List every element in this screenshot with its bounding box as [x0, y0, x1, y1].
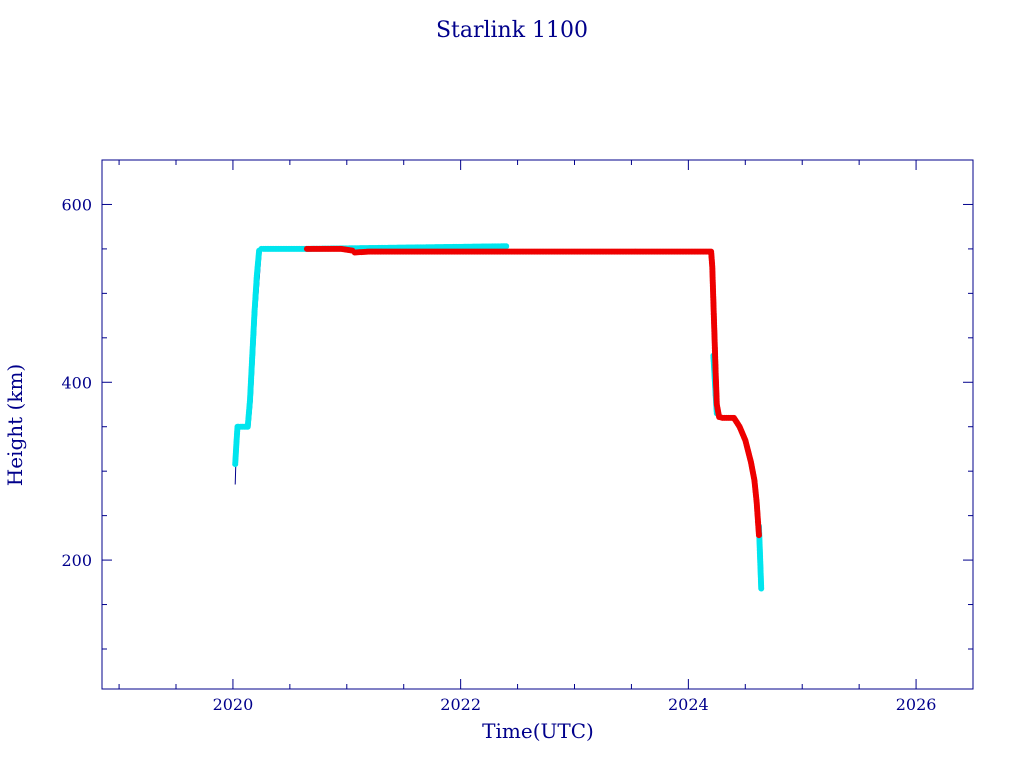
- cyan-point: [758, 585, 765, 592]
- x-tick-label: 2022: [440, 695, 481, 714]
- red-point: [755, 532, 762, 539]
- x-tick-label: 2026: [896, 695, 937, 714]
- y-tick-labels: 200 400 600: [61, 195, 92, 570]
- x-tick-label: 2024: [668, 695, 709, 714]
- orbit-height-track: [234, 248, 762, 589]
- red-series: [303, 245, 762, 539]
- x-tick-label: 2020: [213, 695, 254, 714]
- cyan-series: [232, 243, 765, 592]
- axis-ticks: [102, 159, 974, 689]
- x-tick-labels: 2020 2022 2024 2026: [213, 695, 937, 714]
- series-layer: [232, 243, 765, 592]
- cyan-point: [503, 243, 510, 250]
- y-tick-label: 200: [61, 551, 92, 570]
- y-tick-label: 400: [61, 373, 92, 392]
- y-axis-label: Height (km): [3, 364, 27, 486]
- plot-frame: [101, 159, 974, 690]
- chart-title: Starlink 1100: [436, 18, 588, 43]
- x-axis-label: Time(UTC): [482, 719, 594, 743]
- y-tick-label: 600: [61, 195, 92, 214]
